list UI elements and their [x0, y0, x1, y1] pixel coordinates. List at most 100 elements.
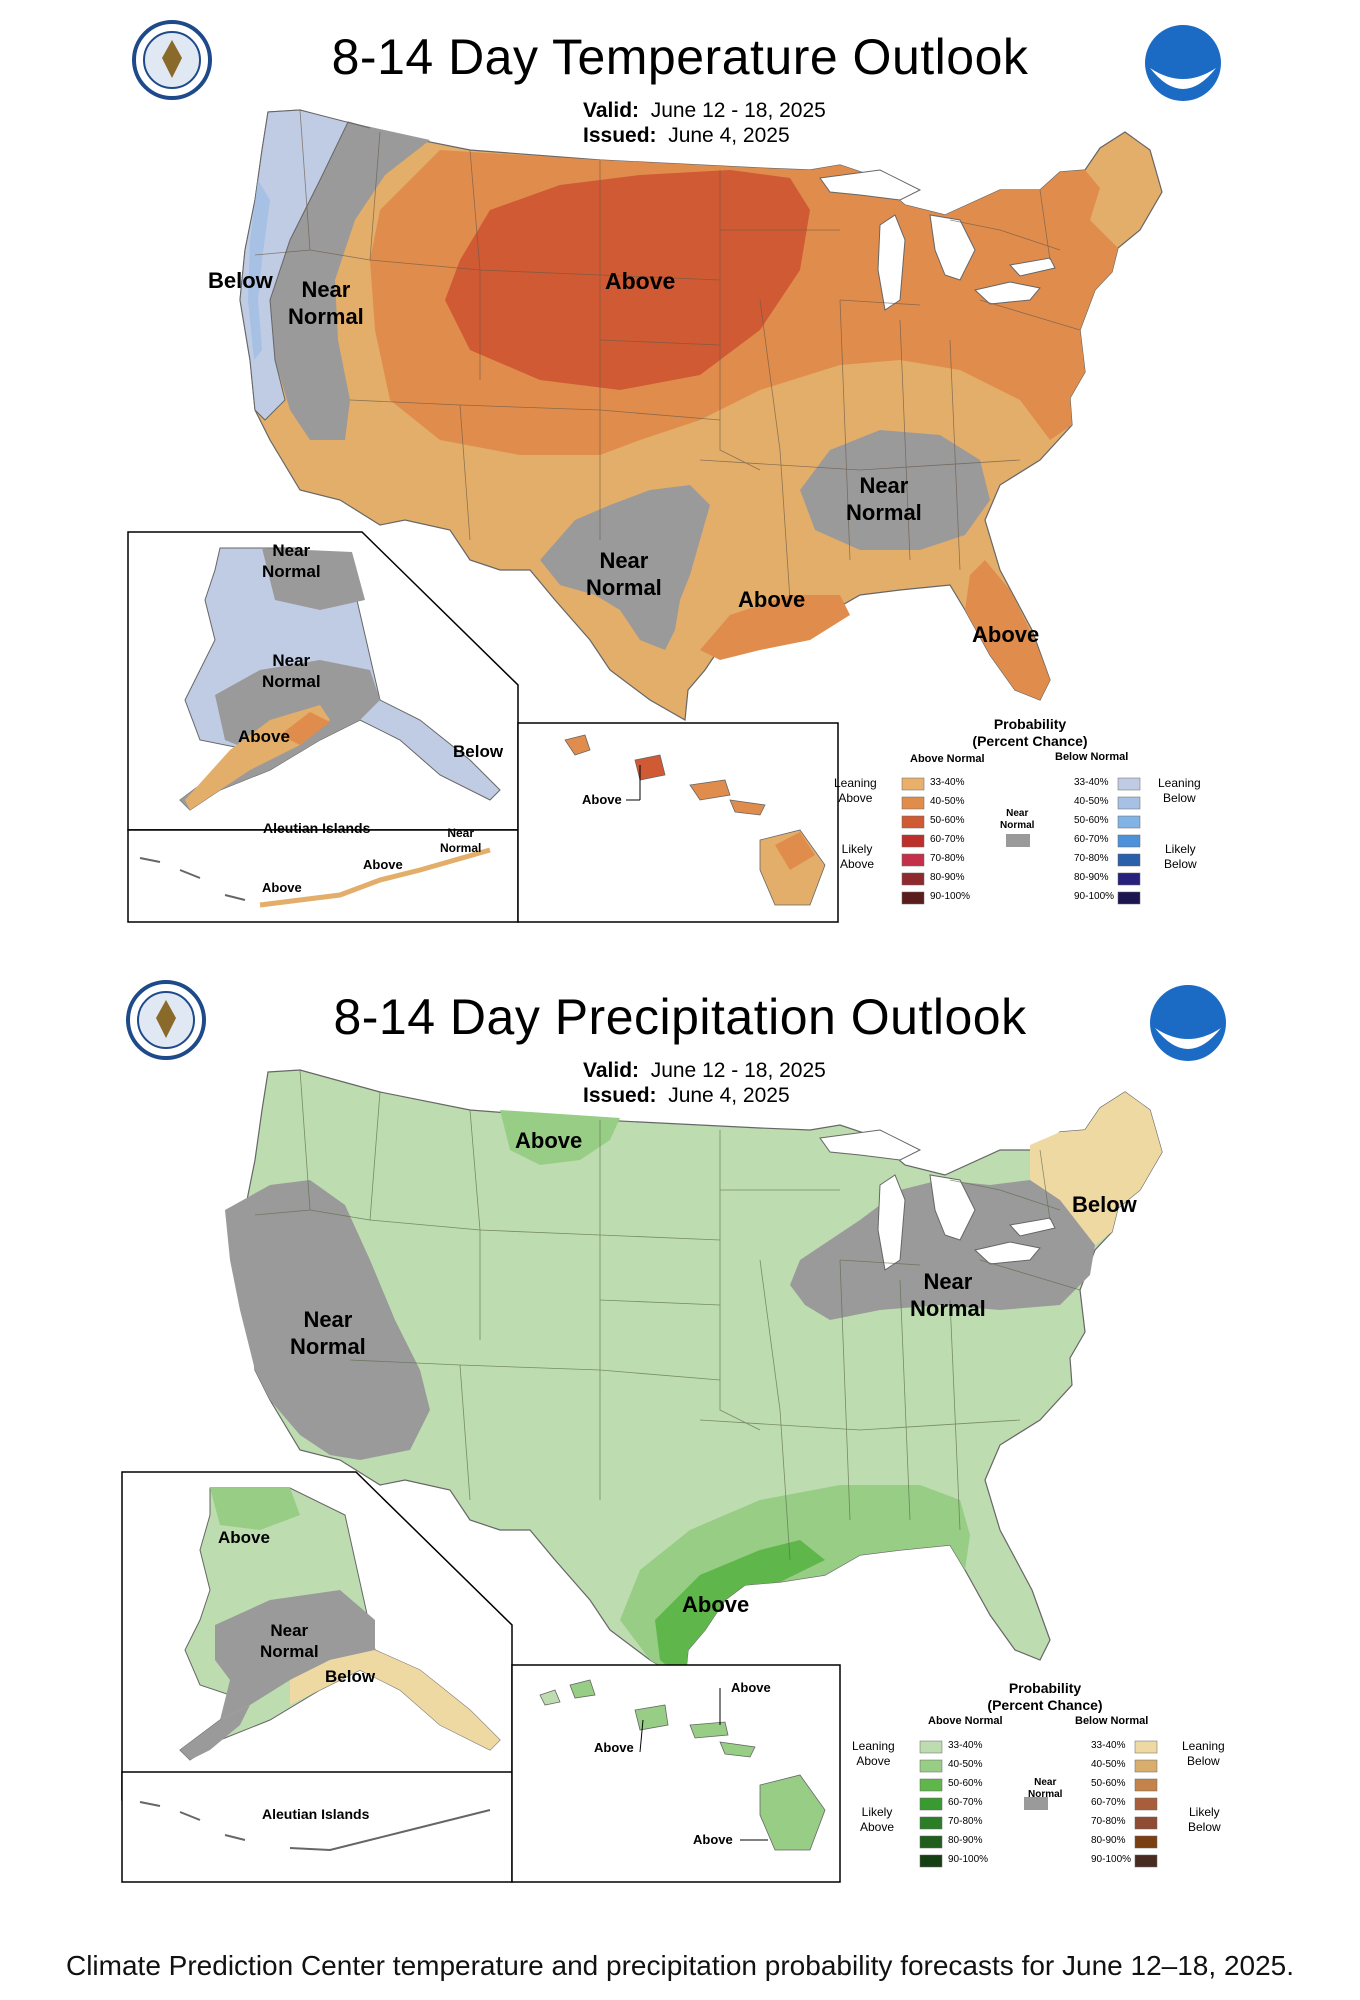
legend-line: Likely [861, 1805, 893, 1819]
label-line: Normal [910, 1296, 986, 1321]
legend-swatch-below [1117, 872, 1141, 886]
legend-bin-label: 33-40% [1091, 1740, 1126, 1751]
temperature-title: 8-14 Day Temperature Outlook [331, 29, 1029, 85]
label-west-below: Below [208, 268, 273, 293]
precip-near-normal-california [225, 1180, 430, 1460]
legend-bin-label: 90-100% [930, 891, 971, 902]
label-texas-near: Near Normal [586, 547, 662, 601]
legend-line: Normal [1028, 1789, 1063, 1800]
legend-leaning-above: Leaning Above [852, 1739, 895, 1769]
label-california-near: Near Normal [290, 1306, 366, 1360]
legend-bin-label: 40-50% [1091, 1759, 1126, 1770]
commerce-seal-precip [126, 980, 206, 1060]
legend-swatch-above [919, 1797, 943, 1811]
legend-bin-label: 70-80% [1074, 853, 1109, 864]
label-ak-north-above: Above [218, 1528, 270, 1547]
legend-bin-label: 60-70% [1074, 834, 1109, 845]
legend-swatch-above [901, 815, 925, 829]
precipitation-legend [919, 1740, 1158, 1868]
legend-bin-label: 80-90% [930, 872, 965, 883]
label-line: Near [272, 651, 311, 670]
legend-line: Leaning [852, 1739, 895, 1753]
label-gulf-above: Above [682, 1592, 750, 1617]
label-line: Normal [260, 1642, 319, 1661]
legend-bin-label: 60-70% [1091, 1797, 1126, 1808]
noaa-logo-precip [1150, 985, 1226, 1061]
legend-swatch-above [901, 891, 925, 905]
legend-swatch-below [1117, 796, 1141, 810]
precip-above-gulf-50-60 [655, 1540, 825, 1680]
legend-below-header: Below Normal [1055, 751, 1129, 763]
label-ohio-near: Near Normal [910, 1268, 986, 1322]
label-line: Near [599, 548, 649, 573]
legend-swatch-below [1117, 777, 1141, 791]
label-line: Normal [262, 562, 321, 581]
legend-line: Below [1163, 791, 1196, 805]
temp-near-normal-west [270, 122, 430, 440]
legend-swatch-below [1117, 853, 1141, 867]
valid-dates: June 12 - 18, 2025 [650, 99, 826, 122]
legend-below-header: Below Normal [1075, 1715, 1149, 1727]
legend-swatch-above [919, 1835, 943, 1849]
temp-near-normal-southeast [800, 430, 990, 550]
legend-bin-label: 80-90% [948, 1835, 983, 1846]
legend-swatch-above [919, 1759, 943, 1773]
label-line: Normal [262, 672, 321, 691]
legend-swatch-near [1024, 1797, 1048, 1810]
valid-dates: June 12 - 18, 2025 [650, 1059, 826, 1082]
label-line: Near [272, 541, 311, 560]
legend-bin-label: 90-100% [1074, 891, 1115, 902]
temperature-map [127, 20, 1221, 923]
legend-bin-label: 80-90% [1091, 1835, 1126, 1846]
great-lakes [819, 169, 1056, 311]
temperature-valid: Valid: June 12 - 18, 2025 [583, 98, 826, 124]
temperature-outlook-panel: 8-14 Day Temperature Outlook Valid: June… [0, 0, 1360, 960]
label-aleut-above-2: Above [262, 880, 302, 895]
precip-above-gulf-40-50 [620, 1485, 970, 1680]
legend-swatch-above [919, 1816, 943, 1830]
label-hawaii-above-1: Above [731, 1680, 771, 1695]
legend-bin-label: 70-80% [930, 853, 965, 864]
label-line: Near [303, 1307, 353, 1332]
label-west-near: Near Normal [288, 276, 364, 330]
temp-near-normal-texas [540, 485, 710, 650]
label-florida-above: Above [972, 622, 1040, 647]
issued-date: June 4, 2025 [668, 1084, 790, 1107]
legend-above-header: Above Normal [928, 1715, 1003, 1727]
label-line: Near [301, 277, 351, 302]
label-line: Normal [846, 500, 922, 525]
legend-line: Below [1164, 857, 1197, 871]
alaska-inset-precip [121, 1471, 841, 1883]
alaska-inset-temp [127, 531, 839, 923]
precip-near-normal-ohio [790, 1180, 1095, 1320]
label-line: Near [447, 826, 475, 840]
issued-label: Issued: [583, 124, 657, 147]
legend-leaning-below: Leaning Below [1182, 1739, 1225, 1769]
legend-swatch-above [919, 1854, 943, 1868]
issued-label: Issued: [583, 1084, 657, 1107]
label-hawaii-above-2: Above [594, 1740, 634, 1755]
legend-bin-label: 70-80% [948, 1816, 983, 1827]
commerce-seal [132, 20, 212, 100]
legend-line: Below [1188, 1820, 1221, 1834]
precipitation-valid: Valid: June 12 - 18, 2025 [583, 1058, 826, 1084]
legend-line: Above [838, 791, 873, 805]
legend-leaning-below: Leaning Below [1158, 776, 1201, 806]
legend-title-line: Probability [993, 716, 1067, 732]
label-hawaii-above: Above [582, 792, 622, 807]
legend-swatch-above [901, 796, 925, 810]
legend-bin-label: 40-50% [948, 1759, 983, 1770]
legend-swatch-above [919, 1778, 943, 1792]
precipitation-title: 8-14 Day Precipitation Outlook [333, 989, 1027, 1045]
legend-line: Leaning [1182, 1739, 1225, 1753]
legend-title-line: (Percent Chance) [972, 733, 1088, 749]
legend-line: Leaning [834, 776, 877, 790]
temp-below-coast-strip [248, 180, 270, 360]
label-hawaii-above-3: Above [693, 1832, 733, 1847]
legend-near-normal: Near Normal [1028, 1777, 1062, 1801]
valid-label: Valid: [583, 99, 640, 122]
legend-line: Above [840, 857, 875, 871]
label-line: Normal [288, 304, 364, 329]
legend-above-header: Above Normal [910, 753, 985, 765]
legend-swatch-above [901, 853, 925, 867]
